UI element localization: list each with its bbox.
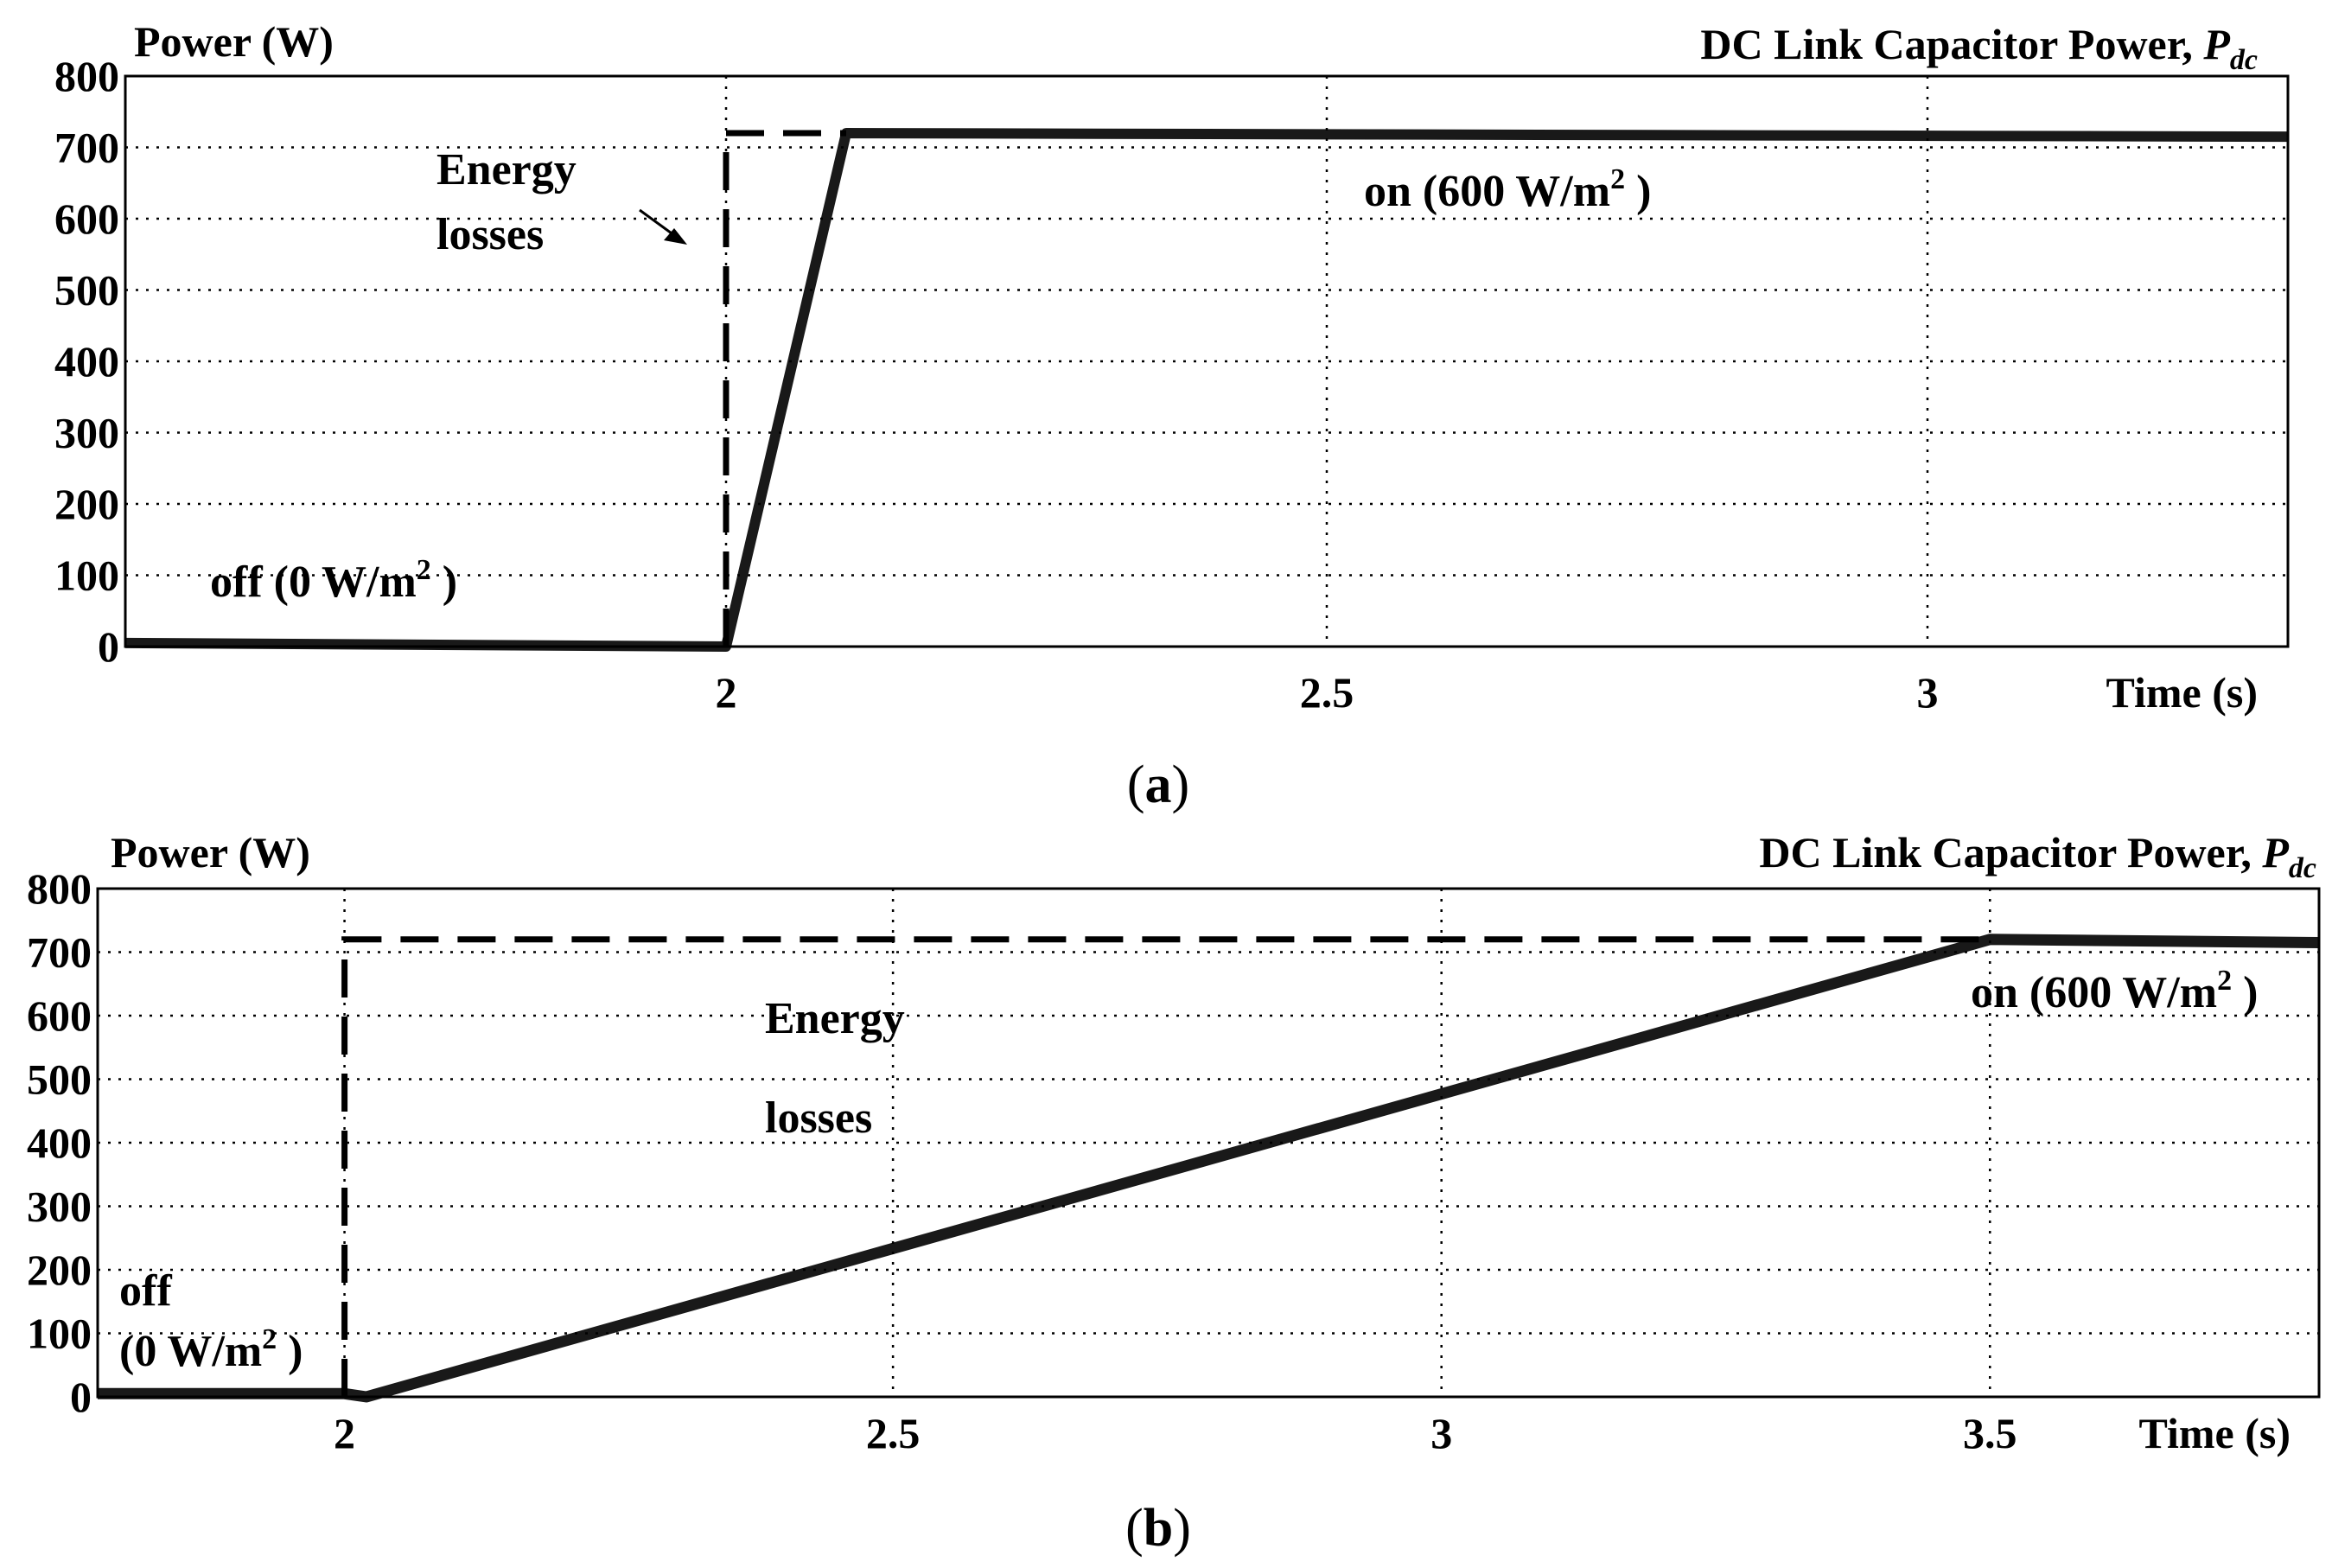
y-axis-label-panel-b: Power (W): [111, 828, 310, 876]
annotation-on-panel-a: on (600 W/m2 ): [1364, 163, 1651, 216]
chart-title-panel-b: DC Link Capacitor Power, Pdc: [1759, 828, 2316, 884]
title-symbol-panel-b: P: [2261, 828, 2289, 876]
x-tick-label-2-panel-a: 2: [716, 668, 737, 717]
off-sup-panel-a: 2: [417, 554, 431, 586]
x-tick-label-2.5-panel-a: 2.5: [1300, 668, 1354, 717]
annotation-arrow-panel-a: [639, 208, 687, 245]
chart-title-panel-a: DC Link Capacitor Power, Pdc: [1700, 20, 2258, 76]
series-line-solid-panel-b: [98, 934, 2320, 1403]
y-tick-label-200-panel-a: 200: [54, 480, 119, 528]
title-text-panel-b: DC Link Capacitor Power,: [1759, 828, 2262, 876]
off-close-panel-a: ): [431, 558, 457, 607]
series-panel-a: [124, 128, 2289, 652]
chart-panel-b: 0 100 200 300 400 500 600 700 800 2 2.5 3 3.5 Power …: [27, 828, 2321, 1558]
tick-labels-panel-a: 0 100 200 300 400 500 600 700 800 2 2.5 3: [54, 52, 1939, 717]
x-tick-label-2-panel-b: 2: [334, 1409, 355, 1457]
title-subscript-panel-b: dc: [2289, 852, 2316, 884]
y-tick-label-100-panel-a: 100: [54, 551, 119, 600]
annotation-energy-line2-panel-a: losses: [436, 210, 544, 259]
x-tick-label-2.5-panel-b: 2.5: [866, 1409, 921, 1457]
y-tick-label-700-panel-a: 700: [54, 124, 119, 172]
y-tick-label-400-panel-a: 400: [54, 337, 119, 386]
y-tick-label-500-panel-b: 500: [27, 1055, 92, 1104]
off-line2-text-panel-b: (0 W/m: [119, 1327, 262, 1376]
y-tick-label-400-panel-b: 400: [27, 1119, 92, 1167]
annotation-off-line1-panel-b: off: [119, 1266, 172, 1316]
x-axis-label-panel-b: Time (s): [2139, 1409, 2291, 1457]
annotation-energy-line1-panel-b: Energy: [765, 994, 905, 1043]
on-text-panel-b: on (600 W/m: [1971, 968, 2217, 1017]
x-tick-label-3.5-panel-b: 3.5: [1963, 1409, 2017, 1457]
title-symbol-panel-a: P: [2202, 20, 2230, 68]
title-text-panel-a: DC Link Capacitor Power,: [1700, 20, 2203, 68]
x-axis-label-panel-a: Time (s): [2106, 668, 2258, 717]
y-tick-label-0-panel-b: 0: [70, 1373, 92, 1421]
annotation-energy-line2-panel-b: losses: [765, 1093, 872, 1143]
y-tick-label-200-panel-b: 200: [27, 1246, 92, 1294]
x-tick-label-3-panel-a: 3: [1917, 668, 1939, 717]
annotation-off-line2-panel-b: (0 W/m2 ): [119, 1323, 303, 1376]
x-tick-label-3-panel-b: 3: [1430, 1409, 1452, 1457]
y-tick-label-0-panel-a: 0: [98, 622, 119, 671]
title-subscript-panel-a: dc: [2230, 44, 2258, 76]
on-text-panel-a: on (600 W/m: [1364, 167, 1610, 216]
plot-frame-panel-a: [124, 74, 2290, 648]
on-sup-panel-b: 2: [2217, 965, 2232, 997]
annotation-off-panel-a: off (0 W/m2 ): [210, 554, 457, 607]
y-tick-label-800-panel-b: 800: [27, 864, 92, 913]
annotation-energy-line1-panel-a: Energy: [436, 145, 577, 194]
panel-caption-b: (b): [1125, 1499, 1191, 1558]
off-close-panel-b: ): [277, 1327, 303, 1376]
annotation-on-panel-b: on (600 W/m2 ): [1971, 965, 2258, 1017]
series-panel-b: [98, 934, 2320, 1403]
y-tick-label-800-panel-a: 800: [54, 52, 119, 100]
panel-caption-letter-b: b: [1144, 1499, 1173, 1558]
y-tick-label-300-panel-a: 300: [54, 409, 119, 457]
y-tick-label-500-panel-a: 500: [54, 266, 119, 315]
series-line-dashed-panel-a: [723, 130, 846, 647]
on-close-panel-b: ): [2232, 968, 2258, 1017]
series-line-dashed-panel-b: [341, 936, 1991, 1397]
grid-panel-b: [98, 889, 2319, 1397]
y-tick-label-600-panel-b: 600: [27, 991, 92, 1040]
y-tick-label-700-panel-b: 700: [27, 928, 92, 977]
y-tick-label-100-panel-b: 100: [27, 1310, 92, 1358]
off-text-panel-a: off (0 W/m: [210, 558, 417, 607]
y-axis-label-panel-a: Power (W): [134, 17, 334, 66]
on-close-panel-a: ): [1625, 167, 1651, 216]
plot-frame-panel-b: [96, 887, 2321, 1399]
tick-labels-panel-b: 0 100 200 300 400 500 600 700 800 2 2.5 3 3.5: [27, 864, 2017, 1457]
on-sup-panel-a: 2: [1610, 163, 1625, 195]
series-line-solid-panel-a: [124, 128, 2289, 652]
y-tick-label-600-panel-a: 600: [54, 194, 119, 243]
off-sup-panel-b: 2: [262, 1323, 277, 1355]
panel-caption-letter-a: a: [1145, 755, 1172, 814]
chart-panel-a: 0 100 200 300 400 500 600 700 800 2 2.5 3 Power (W)…: [54, 17, 2290, 814]
y-tick-label-300-panel-b: 300: [27, 1182, 92, 1231]
panel-caption-a: (a): [1127, 755, 1189, 814]
